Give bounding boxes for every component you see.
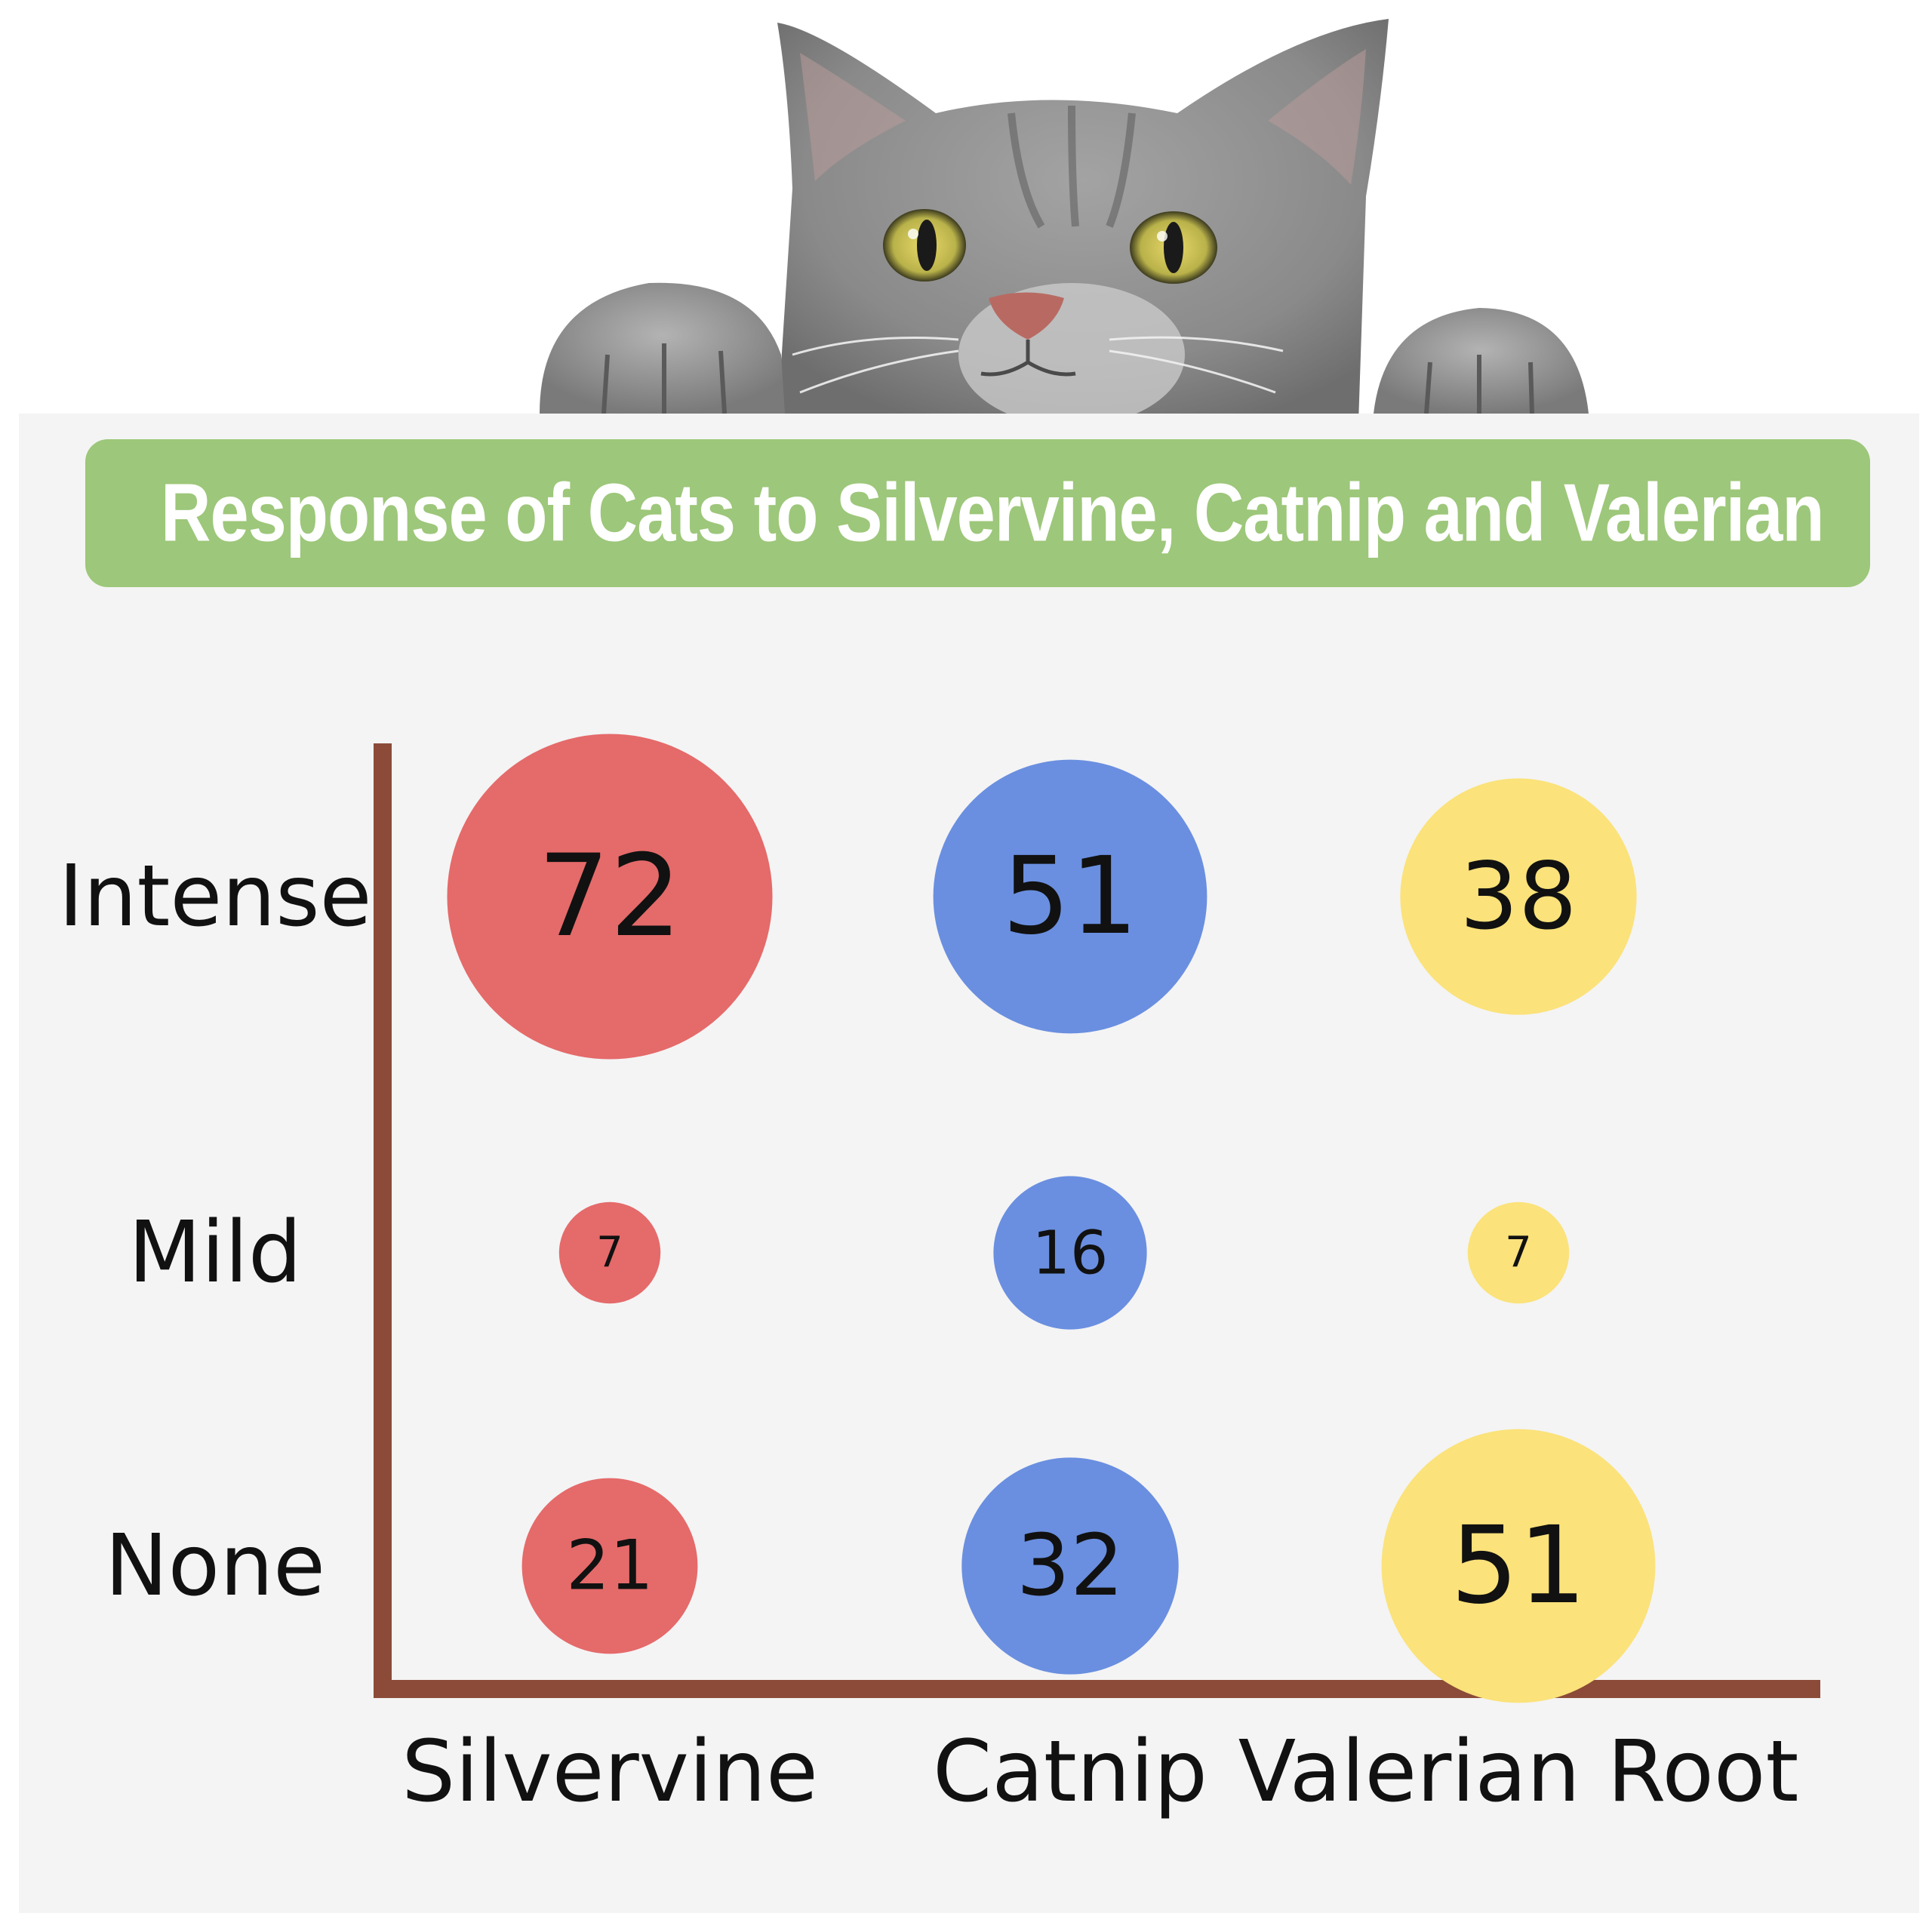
bubble-value-label: 16	[1032, 1218, 1109, 1288]
bubble	[1381, 1429, 1656, 1703]
bubble	[447, 734, 773, 1060]
bubble	[521, 1478, 698, 1654]
bubble-value-label: 51	[1451, 1504, 1586, 1628]
bubble-value-label: 21	[566, 1527, 654, 1606]
title-banner: Response of Cats to Silvervine, Catnip a…	[85, 439, 1870, 587]
x-axis-labels: Silvervine Catnip Valerian Root	[401, 1723, 1798, 1821]
x-tick-label: Catnip	[933, 1723, 1208, 1821]
bubble-value-label: 72	[538, 831, 682, 962]
bubble-value-label: 7	[596, 1229, 623, 1278]
y-tick-label: Intense	[58, 848, 371, 946]
y-tick-label: None	[105, 1517, 325, 1615]
cat-whiskers	[792, 336, 1284, 394]
cat-nose	[980, 292, 1076, 377]
x-tick-label: Silvervine	[401, 1723, 818, 1821]
bubble	[993, 1176, 1147, 1330]
bubble	[1400, 778, 1637, 1015]
bubble	[933, 759, 1208, 1034]
y-tick-label: Mild	[128, 1204, 302, 1302]
cat-eye-right	[1130, 211, 1217, 284]
bubble-value-label: 7	[1505, 1229, 1532, 1278]
bubble-value-label: 38	[1460, 843, 1577, 950]
bubble-value-label: 32	[1017, 1517, 1124, 1615]
bubble	[1467, 1201, 1570, 1304]
cat-paw-left	[540, 282, 785, 414]
cat-eye-left	[883, 209, 966, 281]
chart-title: Response of Cats to Silvervine, Catnip a…	[161, 467, 1825, 558]
bubble	[558, 1201, 661, 1304]
cat-photo	[0, 0, 1932, 423]
bubble	[961, 1457, 1179, 1675]
cat-paw-right	[1374, 308, 1589, 414]
bubble-value-label: 51	[1002, 835, 1138, 958]
y-axis-labels: Intense Mild None	[58, 848, 371, 1615]
bubbles: 72 51 38 7 16 7 21 32 51	[447, 734, 1656, 1703]
x-tick-label: Valerian Root	[1238, 1723, 1799, 1821]
chart-axes	[374, 743, 1820, 1698]
cat-illustration	[540, 19, 1589, 423]
